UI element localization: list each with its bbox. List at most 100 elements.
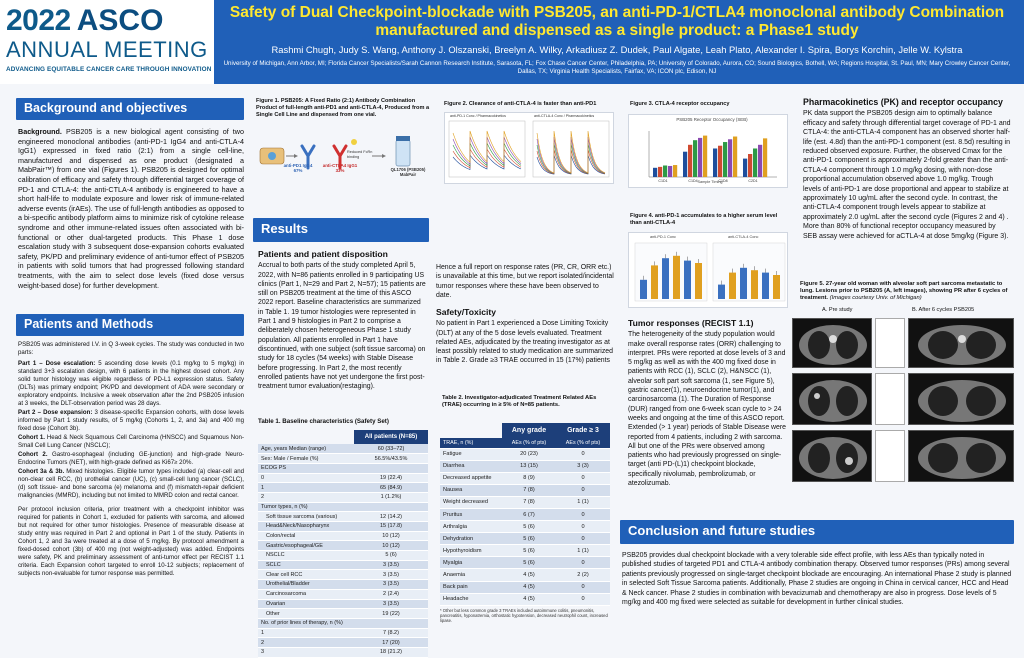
table2-g3-cell: 0 <box>556 532 610 546</box>
table2-any-cell: 4 (5) <box>502 581 556 594</box>
methods-text: PSB205 was administered I.V. in Q 3-week… <box>18 341 244 581</box>
bar <box>683 151 688 177</box>
table1-value-cell: 5 (6) <box>354 550 428 561</box>
ct-scan-pre-1 <box>792 318 872 368</box>
receptor-occupancy-svg: C1D1 C1D4 C1D8 C2D1 <box>648 131 777 183</box>
pk-text: PK data support the PSB205 design aim to… <box>803 110 1011 240</box>
table1-label-cell: 2 <box>258 492 354 503</box>
x-tick-label: C1D8 <box>718 179 727 183</box>
table2-any-cell: 13 (15) <box>502 460 556 473</box>
bar <box>684 260 691 299</box>
fcrn-marker-icon <box>351 139 357 145</box>
table2-g3-cell: 0 <box>556 508 610 522</box>
part2-lead: Part 2 – Dose expansion: <box>18 409 93 416</box>
bar <box>733 136 738 177</box>
table1-row: Other 19 (22) <box>258 608 428 619</box>
pk-section: Pharmacokinetics (PK) and receptor occup… <box>803 97 1011 241</box>
table2-term-cell: Arthralgia <box>440 520 502 534</box>
table2-row: Pruritus 6 (7) 0 <box>440 508 610 522</box>
table1-label-cell: NSCLC <box>258 550 354 561</box>
affiliations: University of Michigan, Ann Arbor, MI; F… <box>223 60 1011 75</box>
bar <box>763 138 768 177</box>
tumor-text: The heterogeneity of the study populatio… <box>628 331 786 488</box>
table1-row: 1 65 (84.9) <box>258 482 428 493</box>
table1-header: All patients (N=85) <box>354 430 428 444</box>
bar <box>753 148 758 177</box>
table2-g3-cell: 0 <box>556 593 610 606</box>
bar <box>663 165 668 177</box>
table2-row: Dehydration 5 (6) 0 <box>440 532 610 546</box>
logo-meeting: ANNUAL MEETING <box>6 37 208 62</box>
table1-value-cell: 2 (2.4) <box>354 589 428 600</box>
table2-any-cell: 5 (6) <box>502 556 556 570</box>
legend-panel <box>875 373 905 425</box>
logo-tagline: ADVANCING EQUITABLE CANCER CARE THROUGH … <box>6 66 212 73</box>
table1-value-cell <box>354 618 428 629</box>
table1-label-cell: SCLC <box>258 560 354 571</box>
table2-term-cell: Dehydration <box>440 532 502 546</box>
tumor-subheading: Tumor responses (RECIST 1.1) <box>628 318 754 328</box>
background-body: PSB205 is a new biological agent consist… <box>18 127 244 290</box>
bar <box>748 154 753 177</box>
bar <box>718 284 725 299</box>
pk-panel-b <box>532 120 610 178</box>
bar <box>658 166 663 177</box>
background-text: Background. PSB205 is a new biological a… <box>18 127 244 290</box>
table1-row: Tumor types, n (%) <box>258 502 428 513</box>
pk-subheading: Pharmacokinetics (PK) and receptor occup… <box>803 97 1003 107</box>
table1-label-cell: Gastric/esophageal/GE <box>258 540 354 552</box>
bar <box>668 165 673 177</box>
bar <box>673 255 680 299</box>
table1-label-cell: 3 <box>258 647 354 658</box>
table2-body: TRAE, n (%) AEs (% of pts) AEs (% of pts) … <box>440 438 610 606</box>
logo-year: 2022 <box>6 4 71 37</box>
pd1-label: anti-PD1 IgG4 67% <box>283 163 313 173</box>
table2-g3-cell: 0 <box>556 472 610 485</box>
table1-label-cell: Sex: Male / Female (%) <box>258 453 354 464</box>
bar <box>762 272 769 299</box>
bar <box>695 263 702 299</box>
figure5-b-label: B. After 6 cycles PSB205 <box>912 307 975 313</box>
table2-any-cell: 4 (5) <box>502 568 556 582</box>
legend-panel <box>875 430 905 482</box>
table1-row: Soft tissue sarcoma (various) 12 (14.2) <box>258 511 428 522</box>
cohort2-lead: Cohort 2. <box>18 451 48 458</box>
table2-any-cell: 4 (5) <box>502 593 556 606</box>
table1-row: 3 18 (21.2) <box>258 647 428 658</box>
table2-any-cell: 6 (7) <box>502 508 556 522</box>
tumor-section: Tumor responses (RECIST 1.1) The heterog… <box>628 318 790 488</box>
ct-scan-post-1 <box>908 318 1014 368</box>
figure4-panel-b-title: anti-CTLA-4 Conc <box>728 235 759 239</box>
table2-g3-cell: 0 <box>556 448 610 461</box>
pk-series-line <box>452 130 522 163</box>
table2-row: Arthralgia 5 (6) 0 <box>440 520 610 534</box>
bar <box>728 139 733 177</box>
table1-label-cell: Other <box>258 608 354 619</box>
results-cont-text: Hence a full report on response rates (P… <box>436 264 614 299</box>
table2-row: Fatigue 20 (23) 0 <box>440 448 610 461</box>
pk-series-line <box>536 130 606 174</box>
table1-row: Clear cell RCC 3 (3.5) <box>258 569 428 581</box>
table2-header-g3: Grade ≥ 3 <box>556 423 610 438</box>
table2-g3-cell: 1 (1) <box>556 496 610 509</box>
fcrn-label: Reduced FcRn binding <box>347 150 373 159</box>
x-tick-label: C1D1 <box>658 179 667 183</box>
bar <box>651 265 658 299</box>
table1-row: Urothelial/Bladder 3 (3.5) <box>258 579 428 590</box>
bar <box>723 142 728 177</box>
table1-value-cell: 15 (17.8) <box>354 521 428 532</box>
table1-label-cell: Head&Neck/Nasopharynx <box>258 521 354 532</box>
part1-lead: Part 1 – Dose escalation: <box>18 360 96 367</box>
table1-row: ECOG PS <box>258 463 428 474</box>
table1-row: NSCLC 5 (6) <box>258 550 428 561</box>
bar <box>688 144 693 177</box>
figure1-diagram <box>256 126 436 184</box>
bar <box>653 167 658 177</box>
figure5-a-label: A. Pre study <box>822 307 853 313</box>
table1-body: Age, years Median (range) 60 (33–72) Sex: … <box>258 444 428 658</box>
table1-value-cell <box>354 502 428 513</box>
part1-text: 5 ascending dose levels (0.1 mg/kg to 5 … <box>18 360 244 407</box>
bar <box>740 267 747 299</box>
